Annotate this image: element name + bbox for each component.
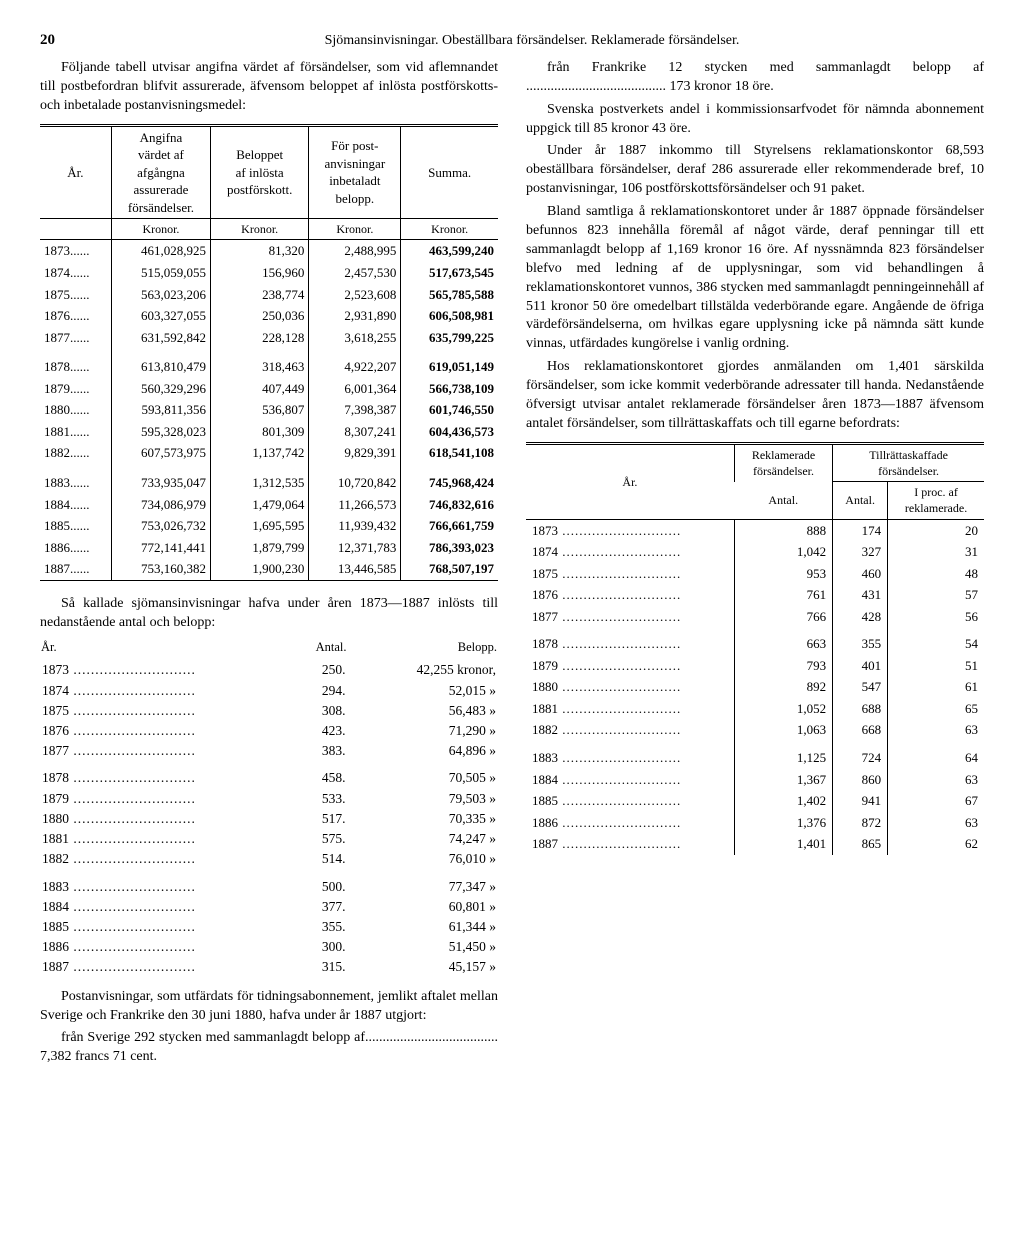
para-sjomans: Så kallade sjömansinvisningar hafva unde…	[40, 595, 498, 633]
para-fran-sverige: från Sverige 292 stycken med sammanlagdt…	[40, 1029, 498, 1067]
table-assurerade: År.Angifnavärdet afafgångnaassureradeför…	[40, 124, 498, 581]
left-column: Följande tabell utvisar angifna värdet a…	[40, 59, 498, 1071]
t3-h-col1: Reklameradeförsändelser.	[734, 443, 832, 481]
table-sjomans: År.Antal.Belopp. 1873250.42,255 kronor,1…	[40, 638, 498, 977]
running-head: Sjömansinvisningar. Obeställbara försänd…	[80, 32, 984, 51]
page-number: 20	[40, 30, 80, 50]
para-r2: Svenska postverkets andel i kommissionsa…	[526, 101, 984, 139]
t3-sub3: I proc. afreklamerade.	[888, 482, 984, 519]
para-postanv: Postanvisningar, som utfärdats för tidni…	[40, 988, 498, 1026]
t3-h-grp: Tillrättaskaffadeförsändelser.	[833, 443, 984, 481]
page-header: 20 Sjömansinvisningar. Obeställbara förs…	[40, 30, 984, 51]
para-r1: från Frankrike 12 stycken med sammanlagd…	[526, 59, 984, 97]
t3-sub1: Antal.	[734, 482, 832, 519]
table-reklamerade: År. Reklameradeförsändelser. Tillrättask…	[526, 442, 984, 855]
para-r5: Hos reklamationskontoret gjordes anmälan…	[526, 358, 984, 434]
right-column: från Frankrike 12 stycken med sammanlagd…	[526, 59, 984, 1071]
para-intro-1: Följande tabell utvisar angifna värdet a…	[40, 59, 498, 116]
para-r3: Under år 1887 inkommo till Styrelsens re…	[526, 142, 984, 199]
t3-sub2: Antal.	[833, 482, 888, 519]
t3-h-year: År.	[526, 443, 734, 519]
para-r4: Bland samtliga å reklamationskontoret un…	[526, 203, 984, 354]
